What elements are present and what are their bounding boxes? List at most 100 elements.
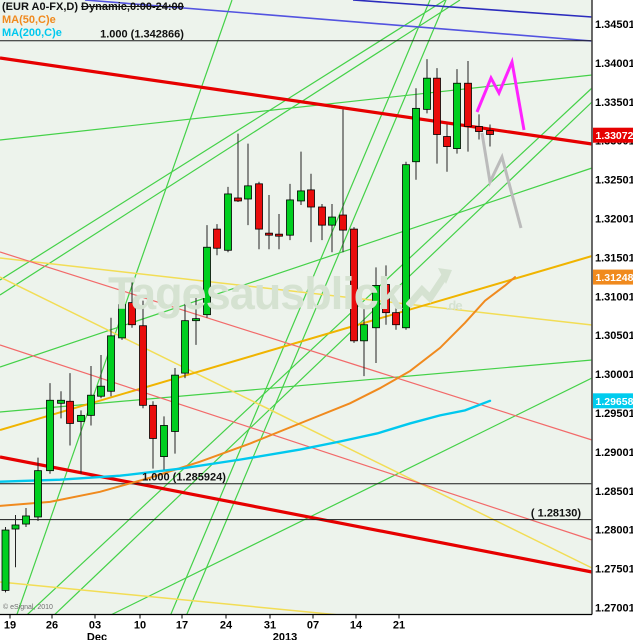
date-label: 03 [89, 620, 101, 632]
candle[interactable] [234, 197, 242, 202]
candle[interactable] [107, 335, 115, 392]
price-axis-label: 1.290013 [595, 447, 633, 459]
candle[interactable] [412, 107, 420, 163]
candle[interactable] [1, 529, 10, 591]
candle[interactable] [118, 304, 126, 339]
candle[interactable] [392, 312, 400, 326]
candle[interactable] [128, 302, 136, 326]
candle[interactable] [244, 185, 252, 200]
yellow-trendline[interactable] [0, 257, 593, 326]
candle[interactable] [423, 77, 431, 110]
candle[interactable] [339, 214, 347, 231]
chart-title: (EUR A0-FX,D) Dynamic,0:00-24:00 [2, 1, 184, 13]
copyright-note: © eSignal, 2010 [3, 604, 53, 611]
candle[interactable] [475, 126, 483, 132]
price-axis-label: 1.270013 [595, 603, 633, 615]
candle[interactable] [255, 183, 263, 230]
candle[interactable] [382, 284, 390, 314]
date-label: 31 [264, 620, 276, 632]
price-axis-label: 1.325013 [595, 175, 633, 187]
candle[interactable] [171, 374, 179, 432]
candle[interactable] [486, 130, 494, 135]
candle[interactable] [213, 228, 221, 249]
candle[interactable] [265, 232, 273, 236]
blue_light-trendline[interactable] [84, 0, 593, 42]
fib-level-label: 1.000 (1.285924) [142, 472, 226, 484]
yellow-trendline[interactable] [0, 581, 361, 618]
candle[interactable] [297, 190, 305, 202]
candle[interactable] [275, 233, 283, 237]
date-label: 07 [307, 620, 319, 632]
candle[interactable] [307, 189, 315, 208]
candle[interactable] [57, 399, 65, 404]
watermark: Tagesausblick .de [108, 268, 463, 320]
thick_red-trendline[interactable] [0, 56, 593, 146]
green-trendline[interactable] [27, 101, 593, 640]
candle[interactable] [97, 385, 105, 397]
candle[interactable] [34, 470, 42, 518]
candle[interactable] [149, 404, 157, 439]
price-axis-gutter[interactable] [592, 0, 633, 640]
candle[interactable] [87, 394, 95, 416]
magenta-projection-line[interactable] [475, 56, 526, 131]
price-axis-label: 1.300013 [595, 369, 633, 381]
candle[interactable] [139, 325, 147, 406]
green-trendline[interactable] [0, 74, 593, 141]
candle[interactable] [328, 216, 336, 226]
price-marker-box [593, 127, 633, 143]
candle[interactable] [443, 136, 451, 147]
candle[interactable] [66, 400, 74, 424]
green-trendline[interactable] [159, 0, 431, 640]
ma200-line[interactable] [0, 399, 492, 483]
candle[interactable] [203, 246, 211, 316]
date-label: 19 [4, 620, 16, 632]
price-axis-label: 1.340013 [595, 58, 633, 70]
candle[interactable] [350, 228, 358, 342]
fib-level-label: ( 1.28130) [531, 508, 581, 520]
price-axis-label: 1.320013 [595, 214, 633, 226]
price-marker-box [593, 393, 633, 409]
price-marker-value: 1.312482 [596, 272, 633, 284]
green-trendline[interactable] [0, 359, 593, 413]
watermark-text: Tagesausblick [108, 268, 403, 319]
candle[interactable] [372, 285, 380, 329]
candle[interactable] [181, 320, 189, 374]
candle[interactable] [11, 524, 20, 530]
gray-projection-line[interactable] [480, 132, 523, 229]
fib-level-label: 1.000 (1.342866) [100, 29, 184, 41]
gold-trendline[interactable] [0, 255, 593, 431]
green-trendline[interactable] [0, 0, 461, 296]
candle[interactable] [318, 206, 326, 226]
date-label: 14 [350, 620, 363, 632]
candle[interactable] [22, 515, 30, 525]
legend-ma200[interactable]: MA(200,C)e [2, 27, 62, 39]
legend-ma50[interactable]: MA(50,C)e [2, 14, 56, 26]
price-axis-label: 1.275013 [595, 564, 633, 576]
blue_dark-trendline[interactable] [352, 0, 593, 18]
price-axis-label: 1.315013 [595, 252, 633, 264]
candle[interactable] [464, 82, 472, 127]
green-trendline[interactable] [0, 87, 593, 640]
green-trendline[interactable] [175, 0, 447, 640]
candle[interactable] [224, 193, 232, 251]
candle[interactable] [453, 82, 461, 149]
candle[interactable] [77, 414, 85, 422]
symbol-label: (EUR A0-FX,D) [2, 1, 78, 13]
candle[interactable] [360, 324, 368, 342]
green-trendline[interactable] [0, 167, 593, 368]
candle[interactable] [286, 199, 294, 236]
time-axis-gutter[interactable] [0, 614, 633, 640]
watermark-trend-arrow-icon [405, 268, 452, 309]
green-trendline[interactable] [0, 0, 446, 281]
thin_red-trendline[interactable] [0, 344, 593, 541]
candle[interactable] [433, 77, 441, 135]
candle[interactable] [192, 318, 200, 322]
thin_red-trendline[interactable] [0, 251, 593, 441]
candle[interactable] [160, 425, 168, 457]
ma50-line[interactable] [0, 276, 516, 507]
price-marker-box [593, 269, 633, 285]
candle[interactable] [402, 164, 410, 329]
candle[interactable] [46, 399, 54, 472]
